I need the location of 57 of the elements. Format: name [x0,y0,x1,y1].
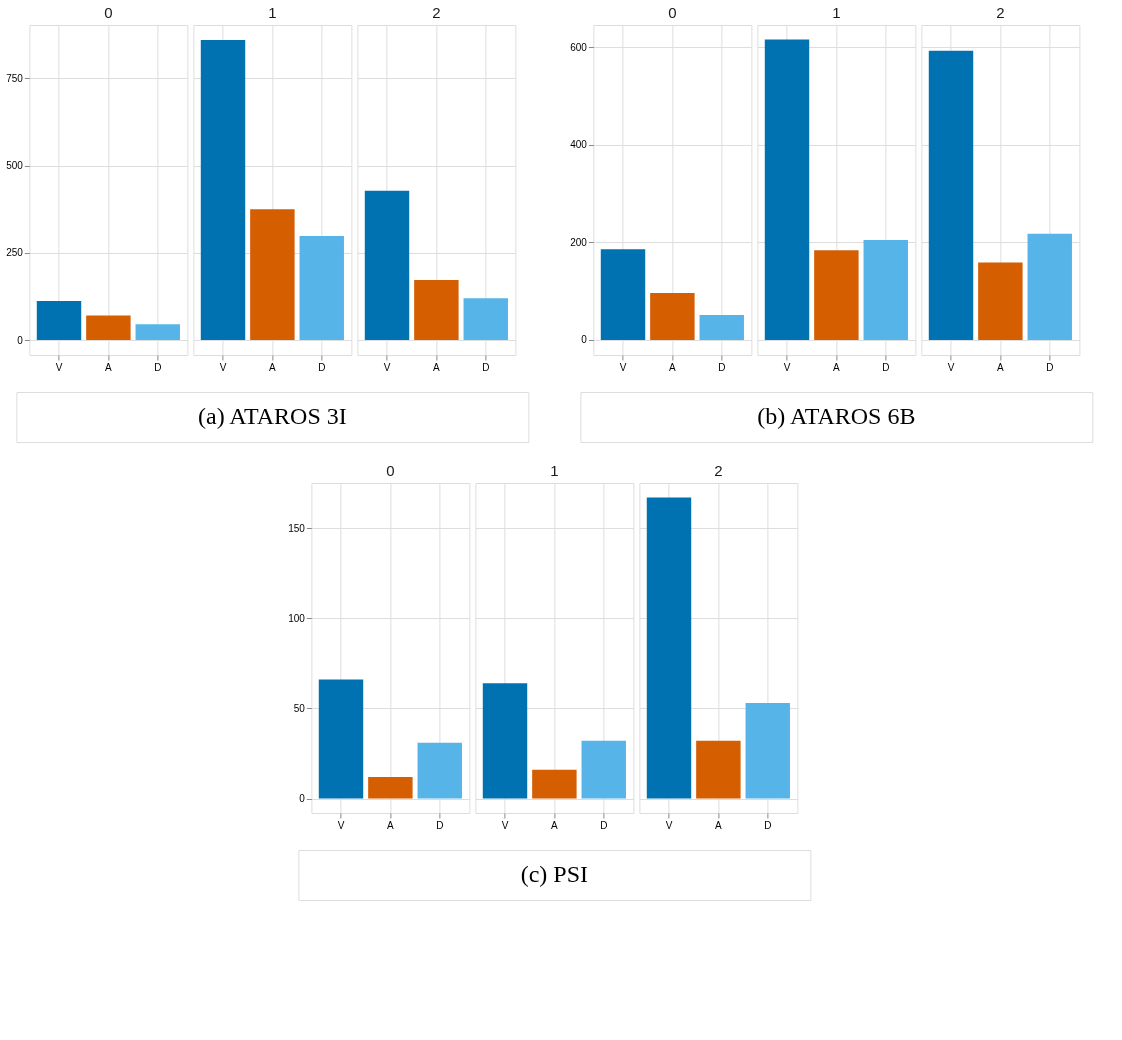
x-tick-label: A [715,819,723,831]
bar [699,315,744,340]
x-tick-label: V [783,361,791,373]
bar [368,776,413,799]
x-tick-label: A [269,361,277,373]
chart-title: 1 [550,462,559,479]
y-tick-label: 150 [288,522,306,534]
y-tick-label: 500 [6,160,24,172]
x-tick-label: D [882,361,890,373]
y-tick-label: 400 [570,139,588,151]
x-tick-label: A [433,361,441,373]
x-tick-label: V [619,361,627,373]
chart-title: 0 [104,4,113,21]
chart-title: 0 [386,462,395,479]
x-tick-label: V [501,819,509,831]
x-tick-label: D [718,361,726,373]
chart-title: 1 [268,4,277,21]
y-tick-label: 750 [6,72,24,84]
x-tick-label: A [105,361,113,373]
y-tick-label: 0 [17,334,24,346]
y-tick-label: 100 [288,612,306,624]
x-tick-label: A [387,819,395,831]
x-tick-label: D [154,361,162,373]
text: (a) ATAROS 3I [198,403,347,429]
x-tick-label: D [318,361,326,373]
y-tick-label: 200 [570,236,588,248]
bar [318,679,364,799]
bar [417,742,462,799]
text: (c) PSI [520,861,589,887]
y-tick-label: 0 [299,793,306,805]
x-tick-label: A [551,819,559,831]
x-tick-label: D [600,819,608,831]
y-tick-label: 50 [293,702,306,714]
chart-title: 2 [714,462,723,479]
x-tick-label: V [383,361,391,373]
chart-title: 2 [432,4,441,21]
bar [650,293,695,340]
x-tick-label: D [764,819,772,831]
text: (b) ATAROS 6B [757,403,916,429]
chart-title: 1 [832,4,841,21]
chart-title: 2 [996,4,1005,21]
x-tick-label: D [436,819,444,831]
bar [600,249,646,340]
x-tick-label: V [665,819,673,831]
y-tick-label: 250 [6,247,24,259]
x-tick-label: D [1046,361,1054,373]
x-tick-label: A [669,361,677,373]
chart-title: 0 [668,4,677,21]
x-tick-label: V [337,819,345,831]
x-tick-label: V [219,361,227,373]
x-tick-label: V [947,361,955,373]
y-tick-label: 0 [581,334,588,346]
x-tick-label: V [55,361,63,373]
x-tick-label: D [482,361,490,373]
x-tick-label: A [833,361,841,373]
x-tick-label: A [997,361,1005,373]
y-tick-label: 600 [570,41,588,53]
